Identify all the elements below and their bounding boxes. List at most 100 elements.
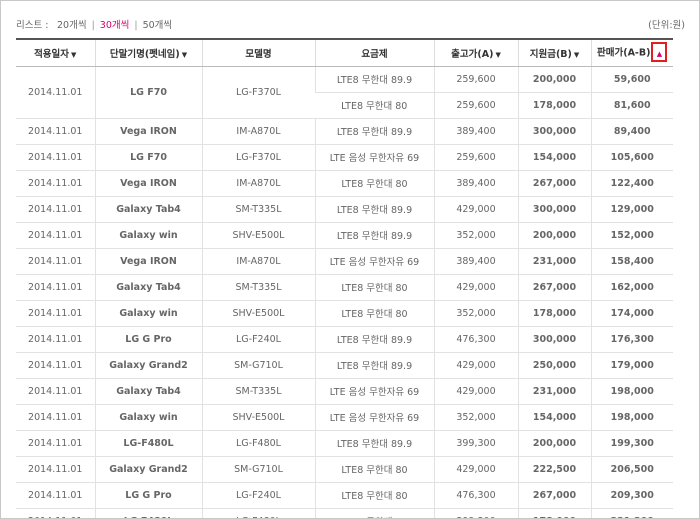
cell-plan: LTE8 무한대 80 bbox=[315, 92, 434, 119]
price-table: 적용일자 ▼ 단말기명(펫네임) ▼ 모델명 요금제 출고가(A) ▼ 지원금(B) ▼… bbox=[16, 38, 673, 518]
cell-sale-price: 152,000 bbox=[590, 222, 673, 249]
table-row: 2014.11.01 Galaxy Grand2 SM-G710L LTE8 무한대 … bbox=[16, 352, 673, 379]
sort-up-button[interactable]: ▲ bbox=[651, 41, 668, 62]
cell-device-name: Galaxy win bbox=[94, 404, 202, 431]
cell-subsidy: 267,000 bbox=[517, 274, 591, 301]
cell-device-name: LG F70 bbox=[94, 66, 202, 119]
table-row: 2014.11.01 LG F70 LG-F370L LTE8 무한대 89.9 259… bbox=[16, 66, 673, 119]
cell-sale-price: 206,500 bbox=[590, 456, 673, 483]
cell-price: 399,300 bbox=[433, 430, 518, 457]
cell-date: 2014.11.01 bbox=[16, 352, 95, 379]
list-size-label: 리스트 : bbox=[16, 20, 49, 31]
cell-model: SM-G710L bbox=[201, 352, 315, 379]
list-toolbar: 리스트 : 20개씩 | 30개씩 | 50개씩 (단위:원) bbox=[16, 15, 685, 31]
column-header-subsidy[interactable]: 지원금(B) ▼ bbox=[517, 38, 591, 67]
cell-model: IM-A870L bbox=[201, 248, 315, 275]
cell-device-name: Vega IRON bbox=[94, 170, 202, 197]
cell-model: SM-G710L bbox=[201, 456, 315, 483]
cell-model: LG-F370L bbox=[201, 144, 315, 171]
cell-device-name: Galaxy Tab4 bbox=[94, 196, 202, 223]
cell-device-name: Galaxy Grand2 bbox=[94, 456, 202, 483]
table-row: 2014.11.01 LG G Pro LG-F240L LTE8 무한대 89.9 4… bbox=[16, 326, 673, 353]
cell-model: LG-F370L bbox=[201, 66, 315, 119]
table-row: 2014.11.01 Vega IRON IM-A870L LTE 음성 무한자유 6… bbox=[16, 248, 673, 275]
table-row: 2014.11.01 Galaxy Grand2 SM-G710L LTE8 무한대 … bbox=[16, 456, 673, 483]
cell-model: SHV-E500L bbox=[201, 300, 315, 327]
cell-device-name: Vega IRON bbox=[94, 118, 202, 145]
table-row: LTE8 무한대 80 259,600 178,000 81,600 bbox=[16, 92, 673, 119]
cell-plan: LTE 음성 무한자유 69 bbox=[314, 378, 434, 405]
cell-subsidy: 231,000 bbox=[517, 378, 591, 405]
column-header-model: 모델명 bbox=[201, 38, 315, 67]
cell-subsidy: 267,000 bbox=[517, 482, 591, 509]
cell-sale-price: 122,400 bbox=[590, 170, 673, 197]
cell-plan: LTE8 무한대 89.9 bbox=[314, 352, 434, 379]
cell-plan: LTE8 무한대 89.9 bbox=[314, 66, 434, 93]
table-row: 2014.11.01 Galaxy Tab4 SM-T335L LTE8 무한대 80… bbox=[16, 274, 673, 301]
cell-subsidy: 154,000 bbox=[517, 144, 591, 171]
cell-subsidy: 154,000 bbox=[517, 404, 591, 431]
cell-sale-price: 81,600 bbox=[590, 92, 673, 119]
cell-price: 352,000 bbox=[433, 222, 518, 249]
cell-device-name: Galaxy win bbox=[94, 222, 202, 249]
page-size-options: 20개씩 | 30개씩 | 50개씩 bbox=[57, 17, 172, 31]
cell-device-name: LG G Pro bbox=[94, 482, 202, 509]
table-row: 2014.11.01 Galaxy win SHV-E500L LTE8 무한대 80… bbox=[16, 300, 673, 327]
cell-plan: LTE8 무한대 89.9 bbox=[314, 222, 434, 249]
column-header-sale-price[interactable]: 판매가(A-B) ▲ bbox=[590, 38, 673, 67]
sort-down-icon: ▼ bbox=[71, 50, 77, 59]
cell-plan: LTE8 무한대 80 bbox=[314, 170, 434, 197]
cell-price: 476,300 bbox=[433, 482, 518, 509]
cell-device-name: LG G Pro bbox=[94, 326, 202, 353]
sort-up-icon: ▲ bbox=[656, 49, 663, 58]
table-row: 2014.11.01 Galaxy Tab4 SM-T335L LTE 음성 무한자유… bbox=[16, 378, 673, 405]
cell-model: LG-F240L bbox=[201, 482, 315, 509]
table-row: 2014.11.01 Galaxy win SHV-E500L LTE 음성 무한자유… bbox=[16, 404, 673, 431]
cell-device-name: LG F70 bbox=[94, 144, 202, 171]
cell-plan: LTE 음성 무한자유 69 bbox=[314, 248, 434, 275]
unit-label: (단위:원) bbox=[648, 20, 685, 31]
cell-plan: LTE8 무한대 80 bbox=[314, 482, 434, 509]
cell-subsidy: 178,000 bbox=[517, 92, 591, 119]
cell-date: 2014.11.01 bbox=[16, 196, 95, 223]
cell-price: 399,300 bbox=[433, 508, 518, 518]
cell-sale-price: 158,400 bbox=[590, 248, 673, 275]
page-size-30-link[interactable]: 30개씩 bbox=[99, 20, 130, 31]
sort-down-icon: ▼ bbox=[181, 50, 188, 59]
cell-subsidy: 200,000 bbox=[517, 430, 591, 457]
cell-device-name: Vega IRON bbox=[94, 248, 202, 275]
cell-device-name: Galaxy Tab4 bbox=[94, 378, 202, 405]
cell-subsidy: 178,000 bbox=[517, 300, 591, 327]
cell-price: 429,000 bbox=[433, 456, 518, 483]
column-header-device[interactable]: 단말기명(펫네임) ▼ bbox=[94, 38, 202, 67]
cell-price: 389,400 bbox=[433, 118, 518, 145]
cell-sale-price: 162,000 bbox=[590, 274, 673, 301]
cell-device-name: LG-F480L bbox=[94, 430, 202, 457]
page-size-20-link[interactable]: 20개씩 bbox=[57, 20, 87, 31]
column-header-date[interactable]: 적용일자 ▼ bbox=[16, 38, 95, 67]
cell-model: SM-T335L bbox=[201, 274, 315, 301]
cell-sale-price: 105,600 bbox=[590, 144, 673, 171]
cell-model: IM-A870L bbox=[201, 170, 315, 197]
cell-subsidy: 231,000 bbox=[517, 248, 591, 275]
table-row: 2014.11.01 LG-F480L LG-F480L LTE8 무한대 89.9 3… bbox=[16, 430, 673, 457]
table-row: 2014.11.01 Galaxy Tab4 SM-T335L LTE8 무한대 89… bbox=[16, 196, 673, 223]
cell-date: 2014.11.01 bbox=[16, 404, 95, 431]
cell-date: 2014.11.01 bbox=[16, 170, 95, 197]
sort-down-icon: ▼ bbox=[495, 50, 501, 59]
cell-date: 2014.11.01 bbox=[16, 430, 95, 457]
table-row: 2014.11.01 Galaxy win SHV-E500L LTE8 무한대 89… bbox=[16, 222, 673, 249]
cell-date: 2014.11.01 bbox=[16, 274, 95, 301]
cell-device-name: Galaxy Tab4 bbox=[94, 274, 202, 301]
table-row: 2014.11.01 LG F70 LG-F370L LTE 음성 무한자유 69 25… bbox=[16, 144, 673, 171]
column-header-price[interactable]: 출고가(A) ▼ bbox=[433, 38, 518, 67]
cell-price: 429,000 bbox=[433, 274, 518, 301]
cell-price: 259,600 bbox=[433, 66, 518, 93]
page-size-50-link[interactable]: 50개씩 bbox=[142, 20, 173, 31]
cell-plan: LTE8 무한대 89.9 bbox=[314, 196, 434, 223]
cell-device-name: Galaxy win bbox=[94, 300, 202, 327]
cell-sale-price: 198,000 bbox=[590, 404, 673, 431]
cell-date: 2014.11.01 bbox=[16, 222, 95, 249]
